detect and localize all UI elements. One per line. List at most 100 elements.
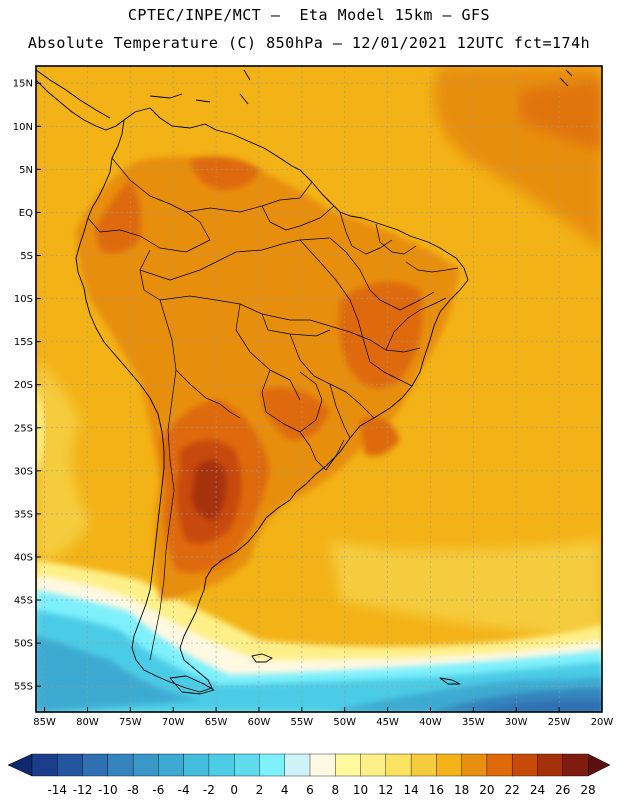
colorbar-label: 14 <box>403 783 418 797</box>
lat-tick-label: 30S <box>14 466 33 477</box>
band-minus4c-west <box>36 635 200 712</box>
colorbar-label: 22 <box>505 783 520 797</box>
colorbar-swatch <box>57 753 84 777</box>
country-borders <box>87 157 459 661</box>
colorbar-label: 28 <box>580 783 595 797</box>
pacific-cool-spot <box>36 380 45 470</box>
colorbar-swatch <box>132 753 159 777</box>
colorbar-swatch <box>82 753 109 777</box>
colorbar-swatch <box>511 753 538 777</box>
colorbar-label: -2 <box>203 783 215 797</box>
south-georgia <box>439 677 461 685</box>
venezuela-hot <box>190 156 260 190</box>
colorbar-label: -6 <box>152 783 164 797</box>
colorbar-swatch <box>31 753 58 777</box>
colorbar-swatch <box>410 753 437 777</box>
temperature-field <box>36 66 602 712</box>
colorbar-label: -10 <box>98 783 118 797</box>
colorbar-swatch <box>537 753 564 777</box>
paraguay-hot <box>260 387 330 440</box>
lon-tick-label: 75W <box>119 717 142 728</box>
band-minus10c <box>470 700 602 712</box>
lon-tick-label: 70W <box>162 717 185 728</box>
colorbar-label: 2 <box>256 783 264 797</box>
lon-tick-label: 55W <box>291 717 314 728</box>
lon-tick-label: 80W <box>76 717 99 728</box>
map-title-line-1: CPTEC/INPE/MCT – Eta Model 15km – GFS <box>127 6 491 24</box>
lon-tick-label: 60W <box>248 717 271 728</box>
falklands <box>251 653 273 663</box>
colorbar-swatch <box>486 753 513 777</box>
argentina-hottest <box>192 460 227 520</box>
colorbar-label: 26 <box>555 783 570 797</box>
colorbar-label: -8 <box>127 783 139 797</box>
colorbar-label: 8 <box>331 783 339 797</box>
lat-tick-label: 35S <box>14 509 33 520</box>
lon-tick-label: 45W <box>376 717 399 728</box>
longitude-axis: 85W 80W 75W 70W 65W 60W 55W 50W 45W 40W 35W 30W 25W 2… <box>33 707 613 728</box>
lat-tick-label: 40S <box>14 552 33 563</box>
colorbar-label: 0 <box>230 783 238 797</box>
colorbar-swatch <box>183 753 210 777</box>
colorbar-swatch <box>562 753 589 777</box>
central-america-coast <box>35 69 125 131</box>
lat-tick-label: 20S <box>14 380 33 391</box>
colorbar-swatch <box>461 753 488 777</box>
map-title-line-2: Absolute Temperature (C) 850hPa – 12/01/… <box>27 34 591 52</box>
colorbar-swatch <box>259 753 286 777</box>
colorbar-label: -12 <box>73 783 93 797</box>
lat-tick-label: EQ <box>19 208 33 219</box>
caribbean-islands <box>149 69 573 105</box>
colorbar-swatch <box>158 753 185 777</box>
colorbar-swatch <box>335 753 362 777</box>
lat-tick-label: 50S <box>14 639 33 650</box>
hot-spot-atlantic <box>520 80 602 150</box>
colorbar-swatch <box>360 753 387 777</box>
lat-tick-label: 5N <box>19 165 33 176</box>
lat-tick-label: 5S <box>20 251 33 262</box>
pacific-cool-band <box>36 360 90 560</box>
coastline <box>35 69 573 695</box>
colorbar-label: 16 <box>429 783 444 797</box>
latitude-axis: 15N 10N 5N EQ 5S 10S 15S 20S 25S 30S 35S 40S 45S 50S 5… <box>13 79 41 693</box>
lon-tick-label: 40W <box>419 717 442 728</box>
lon-tick-label: 65W <box>205 717 228 728</box>
colorbar-label: 10 <box>353 783 368 797</box>
colorbar-label: -4 <box>178 783 190 797</box>
andes-north-hot <box>95 180 142 254</box>
lat-tick-label: 15N <box>13 79 33 90</box>
lat-tick-label: 25S <box>14 423 33 434</box>
colorbar-swatch <box>436 753 463 777</box>
south-america-coast <box>75 107 469 693</box>
colorbar-swatch <box>284 753 311 777</box>
colorbar-label: -14 <box>47 783 67 797</box>
lon-tick-label: 20W <box>591 717 614 728</box>
lat-tick-label: 15S <box>14 337 33 348</box>
lon-tick-label: 25W <box>548 717 571 728</box>
colorbar-label: 18 <box>454 783 469 797</box>
sao-paulo-hot <box>360 417 400 456</box>
colorbar-label: 6 <box>306 783 314 797</box>
brazil-hot <box>338 282 423 388</box>
lat-tick-label: 10S <box>14 294 33 305</box>
south-atlantic-cool <box>330 540 602 640</box>
colorbar-label: 12 <box>378 783 393 797</box>
colorbar-high-arrow <box>587 753 611 777</box>
colorbar-swatch <box>309 753 336 777</box>
lat-lon-grid <box>36 66 603 712</box>
lon-tick-label: 85W <box>33 717 56 728</box>
lon-tick-label: 50W <box>333 717 356 728</box>
lon-tick-label: 30W <box>505 717 528 728</box>
colorbar: -14 -12 -10 -8 -6 -4 -2 0 2 4 6 8 10 12 14 16 18 20 22 24 26… <box>7 753 611 797</box>
colorbar-low-arrow <box>7 753 33 777</box>
lat-tick-label: 45S <box>14 596 33 607</box>
lon-tick-label: 35W <box>462 717 485 728</box>
colorbar-swatch <box>208 753 235 777</box>
lat-tick-label: 55S <box>14 682 33 693</box>
colorbar-label: 4 <box>281 783 289 797</box>
lat-tick-label: 10N <box>13 122 33 133</box>
colorbar-label: 20 <box>479 783 494 797</box>
tierra-del-fuego <box>169 675 215 695</box>
colorbar-label: 24 <box>530 783 545 797</box>
